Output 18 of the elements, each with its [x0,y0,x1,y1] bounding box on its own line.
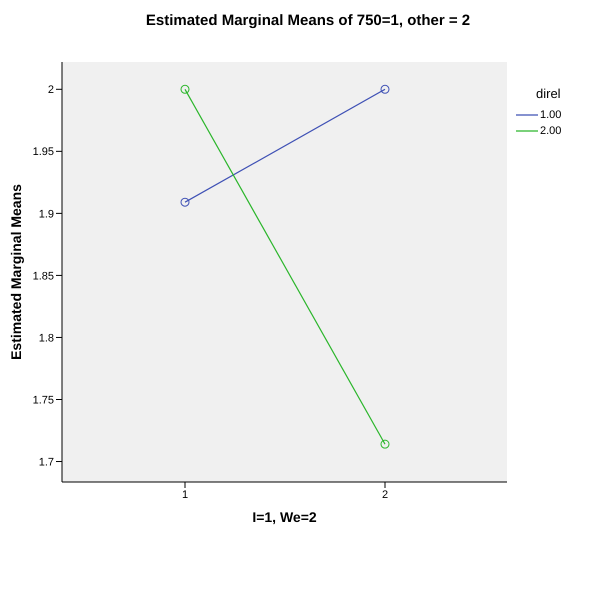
point [180,84,190,94]
y-tick-label: 2 [48,84,54,96]
point [180,198,190,207]
y-tick-label: 1.75 [32,394,54,406]
legend-label: 2.00 [540,125,562,137]
legend-title: direl [536,86,562,101]
y-tick-label: 1.7 [38,456,54,468]
point [380,84,390,94]
point [380,440,390,449]
legend-label: 1.00 [540,109,562,121]
x-tick-label: 1 [182,488,188,501]
chart-title: Estimated Marginal Means of 750=1, other = 2 [144,12,472,29]
y-axis-title: Estimated Marginal Means [8,184,24,360]
y-tick-label: 1.9 [38,208,54,220]
y-tick-label: 1.85 [32,270,54,282]
y-tick-label: 1.95 [32,146,54,158]
y-tick-label: 1.8 [38,332,54,344]
x-axis-title: I=1, We=2 [252,509,317,525]
